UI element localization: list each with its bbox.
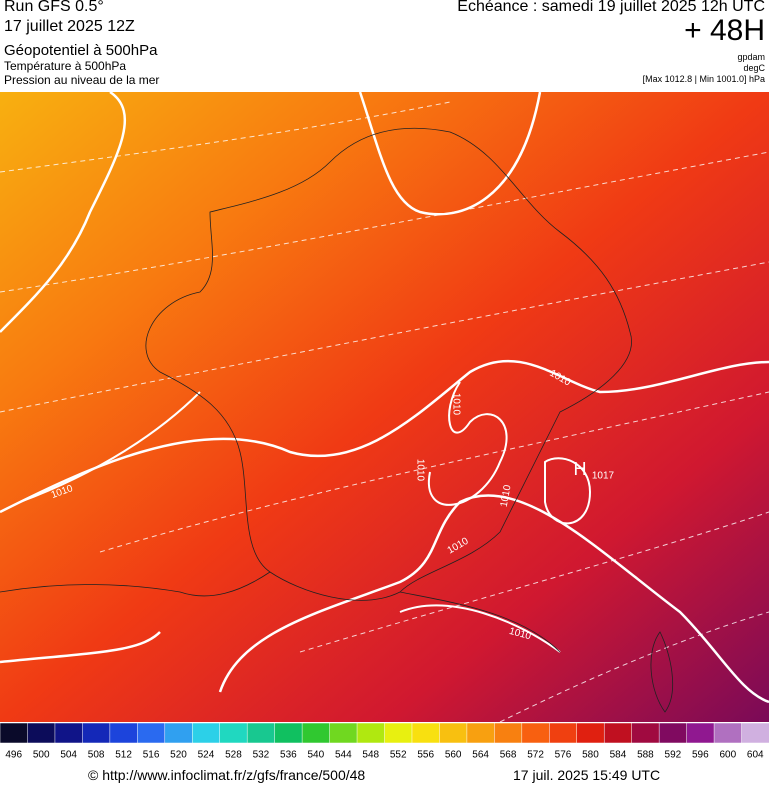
colorbar-swatch xyxy=(192,723,221,744)
timestamp: 17 juil. 2025 15:49 UTC xyxy=(513,767,661,783)
colorbar-label: 556 xyxy=(417,750,434,761)
colorbar-swatch xyxy=(274,723,303,744)
colorbar-swatch xyxy=(631,723,660,744)
colorbar-label: 596 xyxy=(692,750,709,761)
isobar-label: 1010 xyxy=(450,393,461,416)
colorbar-label: 584 xyxy=(610,750,627,761)
colorbar-swatch xyxy=(741,723,769,744)
isobar-label: 1010 xyxy=(499,484,514,508)
colorbar-label: 496 xyxy=(5,750,22,761)
pressure-contours xyxy=(19,381,592,653)
colorbar-swatch xyxy=(384,723,413,744)
colorbar-label: 520 xyxy=(170,750,187,761)
unit: gpdam xyxy=(737,52,765,62)
high-pressure-marker: H xyxy=(574,459,587,479)
run-date: 17 juillet 2025 12Z xyxy=(4,18,135,35)
colorbar-label: 544 xyxy=(335,750,352,761)
colorbar-swatch xyxy=(219,723,248,744)
colorbar-label: 504 xyxy=(60,750,77,761)
colorbar-label: 552 xyxy=(390,750,407,761)
colorbar-swatch xyxy=(494,723,523,744)
colorbar-swatch xyxy=(109,723,139,744)
pressure-range: [Max 1012.8 | Min 1001.0] hPa xyxy=(642,74,765,84)
colorbar-label: 580 xyxy=(582,750,599,761)
colorbar-swatch xyxy=(356,723,386,744)
colorbar-swatch xyxy=(27,723,56,744)
field-subtitle: Température à 500hPa xyxy=(4,59,127,73)
colorbar-swatch xyxy=(301,723,331,744)
colorbar-label: 512 xyxy=(115,750,132,761)
colorbar-label: 592 xyxy=(665,750,682,761)
colorbar-swatch xyxy=(137,723,166,744)
field-subtitle: Pression au niveau de la mer xyxy=(4,73,160,87)
colorbar-swatch xyxy=(329,723,358,744)
colorbar-swatch xyxy=(54,723,84,744)
colorbar-label: 528 xyxy=(225,750,242,761)
colorbar-swatch xyxy=(521,723,551,744)
colorbar-label: 532 xyxy=(253,750,270,761)
unit: degC xyxy=(743,63,765,73)
colorbar-label: 560 xyxy=(445,750,462,761)
colorbar-label: 600 xyxy=(719,750,736,761)
colorbar-label: 588 xyxy=(637,750,654,761)
colorbar-label: 548 xyxy=(362,750,379,761)
coastlines xyxy=(0,127,673,713)
colorbar-swatch xyxy=(164,723,194,744)
colorbar-label: 564 xyxy=(472,750,489,761)
isobar-label: 1017 xyxy=(592,471,615,482)
field-title: Géopotentiel à 500hPa xyxy=(4,42,158,59)
colorbar-label: 500 xyxy=(33,750,50,761)
colorbar-label: 524 xyxy=(198,750,215,761)
colorbar-label: 604 xyxy=(747,750,764,761)
colorbar-label: 536 xyxy=(280,750,297,761)
colorbar-label: 572 xyxy=(527,750,544,761)
colorbar-swatch xyxy=(686,723,715,744)
colorbar-swatch xyxy=(603,723,633,744)
colorbar-swatch xyxy=(549,723,578,744)
colorbar-swatch xyxy=(411,723,441,744)
colorbar-label: 508 xyxy=(88,750,105,761)
colorbar-label: 516 xyxy=(143,750,160,761)
temperature-contours xyxy=(0,101,769,722)
colorbar-swatch xyxy=(576,723,605,744)
echeance: Echéance : samedi 19 juillet 2025 12h UT… xyxy=(457,0,765,15)
colorbar: 496 500 504 508 512 516 520 524 528 532 536 540 544 5… xyxy=(0,723,769,761)
isobar-label: 1010 xyxy=(414,459,425,482)
colorbar-swatch xyxy=(713,723,743,744)
colorbar-swatch xyxy=(246,723,276,744)
colorbar-label: 540 xyxy=(307,750,324,761)
colorbar-label: 576 xyxy=(555,750,572,761)
colorbar-label: 568 xyxy=(500,750,517,761)
temperature-field xyxy=(0,92,769,722)
colorbar-swatch xyxy=(82,723,111,744)
source-url: © http://www.infoclimat.fr/z/gfs/france/… xyxy=(88,767,366,783)
colorbar-swatch xyxy=(439,723,468,744)
run-title: Run GFS 0.5° xyxy=(4,0,104,15)
lead-time: + 48H xyxy=(684,14,765,47)
colorbar-swatch xyxy=(466,723,496,744)
colorbar-swatch xyxy=(658,723,688,744)
colorbar-swatch xyxy=(0,723,29,744)
